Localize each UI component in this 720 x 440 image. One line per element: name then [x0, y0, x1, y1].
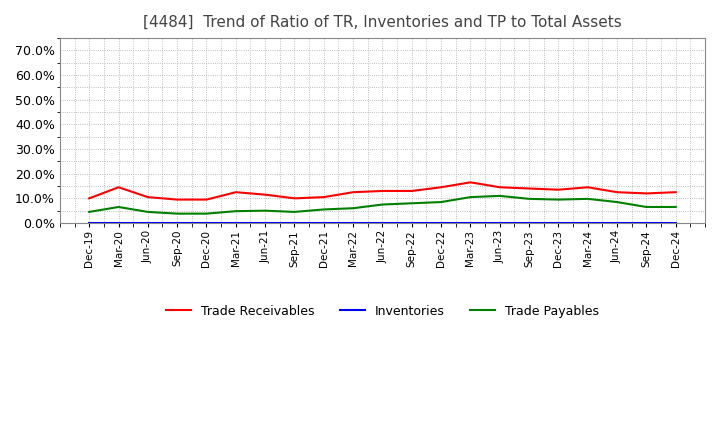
Trade Receivables	[173, 197, 181, 202]
Inventories	[290, 220, 299, 225]
Trade Payables	[261, 208, 269, 213]
Inventories	[642, 220, 651, 225]
Legend: Trade Receivables, Inventories, Trade Payables: Trade Receivables, Inventories, Trade Pa…	[161, 300, 603, 323]
Trade Receivables	[378, 188, 387, 194]
Inventories	[114, 220, 123, 225]
Inventories	[554, 220, 563, 225]
Trade Receivables	[671, 190, 680, 195]
Inventories	[143, 220, 152, 225]
Trade Receivables	[408, 188, 416, 194]
Trade Receivables	[466, 180, 474, 185]
Inventories	[437, 220, 446, 225]
Trade Receivables	[114, 185, 123, 190]
Trade Payables	[173, 211, 181, 216]
Trade Receivables	[613, 190, 621, 195]
Trade Payables	[495, 193, 504, 198]
Title: [4484]  Trend of Ratio of TR, Inventories and TP to Total Assets: [4484] Trend of Ratio of TR, Inventories…	[143, 15, 622, 30]
Trade Receivables	[320, 194, 328, 200]
Trade Receivables	[232, 190, 240, 195]
Trade Receivables	[495, 185, 504, 190]
Trade Payables	[85, 209, 94, 215]
Trade Payables	[114, 204, 123, 209]
Trade Receivables	[525, 186, 534, 191]
Trade Receivables	[554, 187, 563, 192]
Inventories	[348, 220, 357, 225]
Inventories	[525, 220, 534, 225]
Trade Payables	[437, 199, 446, 205]
Inventories	[173, 220, 181, 225]
Inventories	[85, 220, 94, 225]
Trade Receivables	[348, 190, 357, 195]
Inventories	[408, 220, 416, 225]
Trade Payables	[232, 209, 240, 214]
Inventories	[583, 220, 592, 225]
Line: Trade Receivables: Trade Receivables	[89, 182, 675, 200]
Inventories	[320, 220, 328, 225]
Trade Receivables	[143, 194, 152, 200]
Trade Receivables	[583, 185, 592, 190]
Trade Payables	[671, 204, 680, 209]
Trade Payables	[143, 209, 152, 215]
Trade Payables	[408, 201, 416, 206]
Inventories	[378, 220, 387, 225]
Trade Receivables	[437, 185, 446, 190]
Trade Receivables	[642, 191, 651, 196]
Inventories	[232, 220, 240, 225]
Trade Payables	[378, 202, 387, 207]
Trade Payables	[290, 209, 299, 215]
Inventories	[495, 220, 504, 225]
Trade Payables	[642, 204, 651, 209]
Trade Receivables	[202, 197, 211, 202]
Trade Payables	[348, 205, 357, 211]
Trade Payables	[466, 194, 474, 200]
Trade Payables	[613, 199, 621, 205]
Trade Payables	[554, 197, 563, 202]
Trade Payables	[525, 196, 534, 202]
Trade Receivables	[85, 196, 94, 201]
Inventories	[466, 220, 474, 225]
Line: Trade Payables: Trade Payables	[89, 196, 675, 214]
Inventories	[671, 220, 680, 225]
Trade Receivables	[261, 192, 269, 197]
Trade Payables	[583, 196, 592, 202]
Inventories	[613, 220, 621, 225]
Inventories	[202, 220, 211, 225]
Trade Receivables	[290, 196, 299, 201]
Trade Payables	[320, 207, 328, 212]
Trade Payables	[202, 211, 211, 216]
Inventories	[261, 220, 269, 225]
